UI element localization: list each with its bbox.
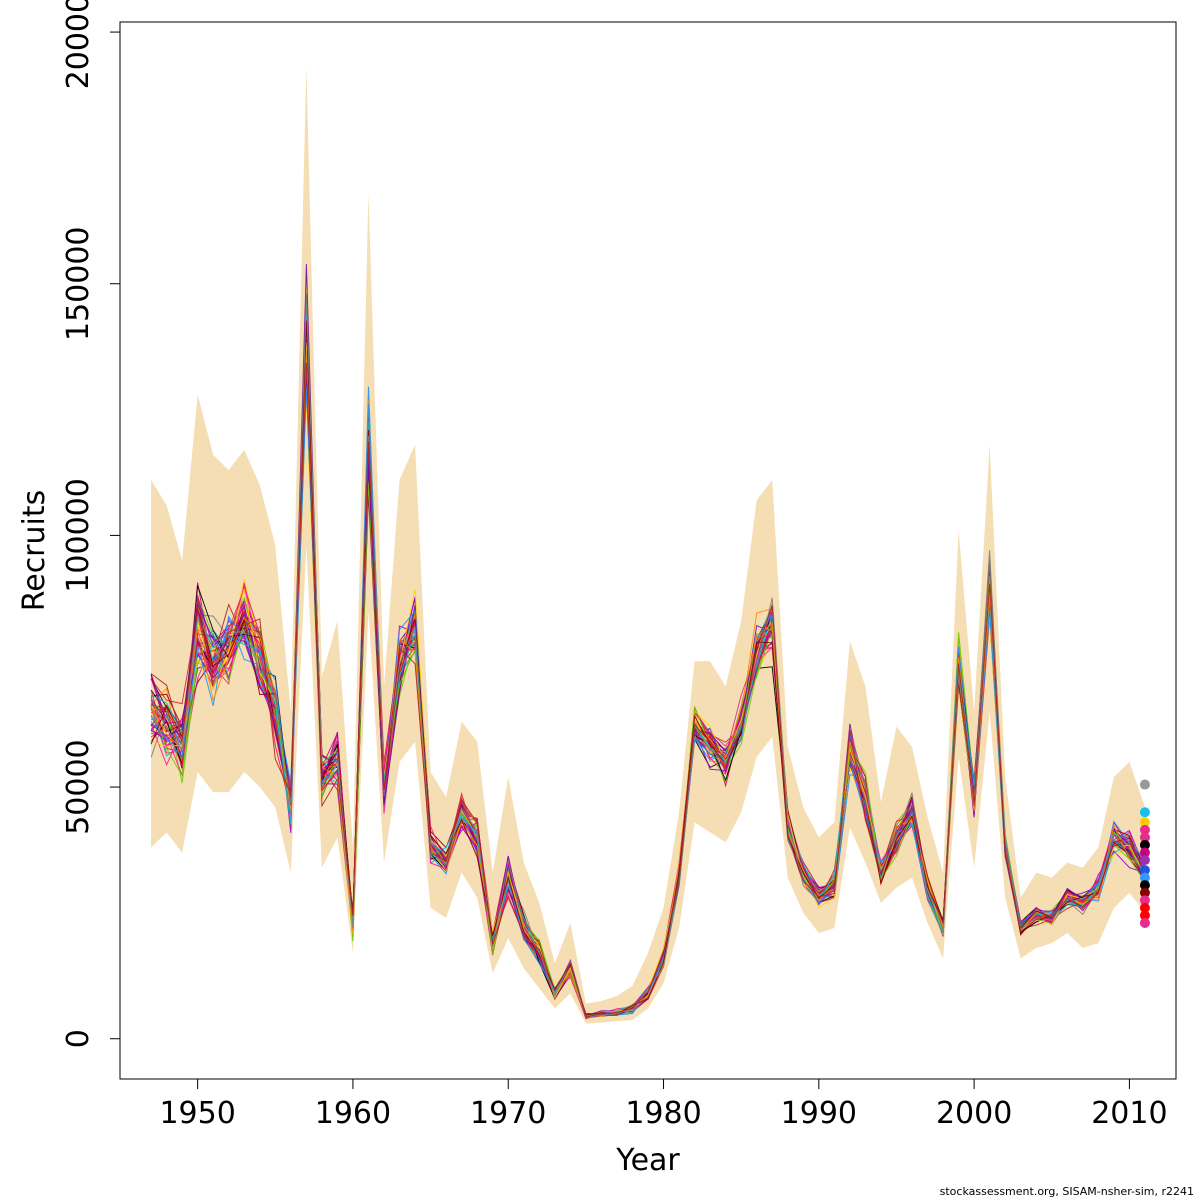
x-tick-label: 1950 <box>159 1096 235 1131</box>
y-tick-label: 100000 <box>61 478 96 593</box>
x-tick-label: 1970 <box>470 1096 546 1131</box>
final-year-point <box>1139 865 1150 876</box>
confidence-band <box>151 67 1145 1024</box>
simulation-line <box>150 293 1146 1018</box>
final-year-point <box>1139 895 1150 906</box>
final-year-point <box>1139 832 1150 843</box>
x-axis-label: Year <box>615 1143 680 1178</box>
y-axis: 0 50000 100000 150000 200000 <box>61 0 121 1048</box>
final-year-point <box>1139 917 1150 928</box>
final-year-point <box>1139 824 1150 835</box>
final-year-point <box>1139 902 1150 913</box>
simulation-lines-layer <box>150 264 1146 1020</box>
final-year-point <box>1139 872 1150 883</box>
confidence-band-layer <box>151 67 1145 1024</box>
final-year-point <box>1139 847 1150 858</box>
x-tick-label: 1990 <box>781 1096 857 1131</box>
y-tick-label: 0 <box>61 1029 96 1048</box>
final-year-point <box>1139 855 1150 866</box>
source-credit: stockassessment.org, SISAM-nsher-sim, r2… <box>939 1185 1194 1198</box>
final-year-point <box>1139 807 1150 818</box>
y-tick-label: 200000 <box>61 0 96 89</box>
simulation-line <box>150 363 1146 1018</box>
y-tick-label: 50000 <box>61 739 96 834</box>
final-year-point <box>1139 839 1150 850</box>
x-tick-label: 1960 <box>315 1096 391 1131</box>
x-tick-label: 1980 <box>625 1096 701 1131</box>
x-tick-label: 2010 <box>1091 1096 1167 1131</box>
final-year-point <box>1139 817 1150 828</box>
final-year-point <box>1139 880 1150 891</box>
final-year-points-layer <box>1139 779 1150 928</box>
final-year-point <box>1139 779 1150 790</box>
y-axis-label: Recruits <box>17 490 52 612</box>
x-tick-label: 2000 <box>936 1096 1012 1131</box>
final-year-point <box>1139 887 1150 898</box>
y-tick-label: 150000 <box>61 226 96 341</box>
final-year-point <box>1139 910 1150 921</box>
x-axis: 1950 1960 1970 1980 1990 2000 2010 <box>159 1078 1168 1131</box>
